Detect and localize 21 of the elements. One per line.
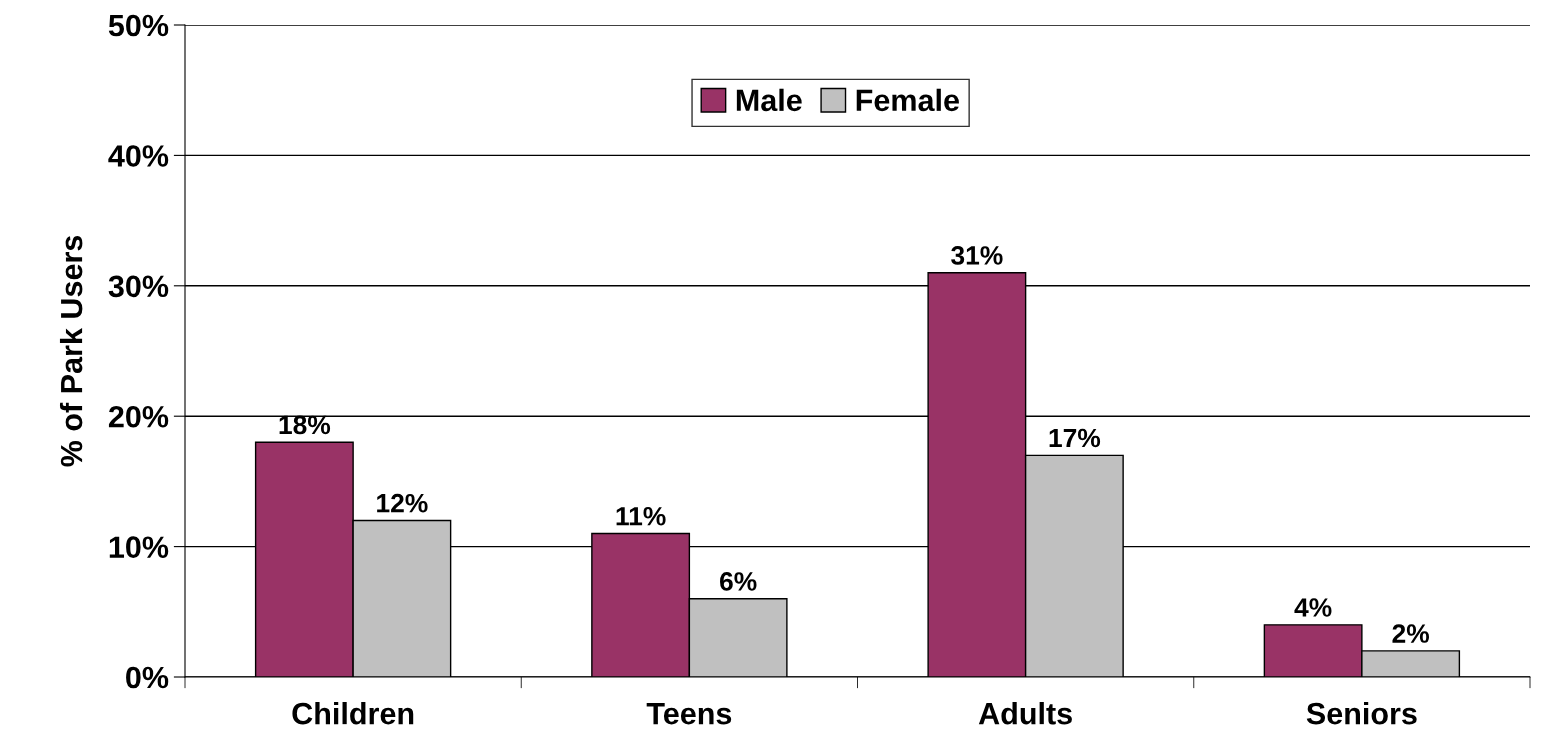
x-tick-label: Adults bbox=[978, 702, 1072, 725]
data-label: 6% bbox=[720, 572, 757, 591]
y-tick-label: 50% bbox=[108, 14, 169, 37]
x-tick-label: Seniors bbox=[1306, 702, 1417, 725]
y-tick-label: 0% bbox=[126, 666, 169, 689]
y-tick-label: 10% bbox=[109, 536, 169, 558]
y-tick-label: 30% bbox=[108, 275, 169, 298]
data-label: 12% bbox=[377, 493, 428, 513]
data-label: 18% bbox=[279, 415, 331, 435]
data-label: 11% bbox=[616, 506, 666, 526]
data-label: 17% bbox=[1049, 428, 1101, 448]
legend-label: Female bbox=[856, 88, 959, 112]
x-tick-label: Teens bbox=[646, 703, 732, 725]
data-label: 4% bbox=[1294, 598, 1332, 617]
data-label: 31% bbox=[951, 246, 1003, 265]
y-tick-label: 20% bbox=[108, 405, 169, 428]
y-tick-label: 40% bbox=[108, 145, 169, 167]
y-axis-title: % of Park Users bbox=[59, 235, 83, 467]
legend-label: Male bbox=[736, 88, 802, 112]
data-label: 2% bbox=[1392, 624, 1430, 643]
x-tick-label: Children bbox=[292, 702, 414, 725]
